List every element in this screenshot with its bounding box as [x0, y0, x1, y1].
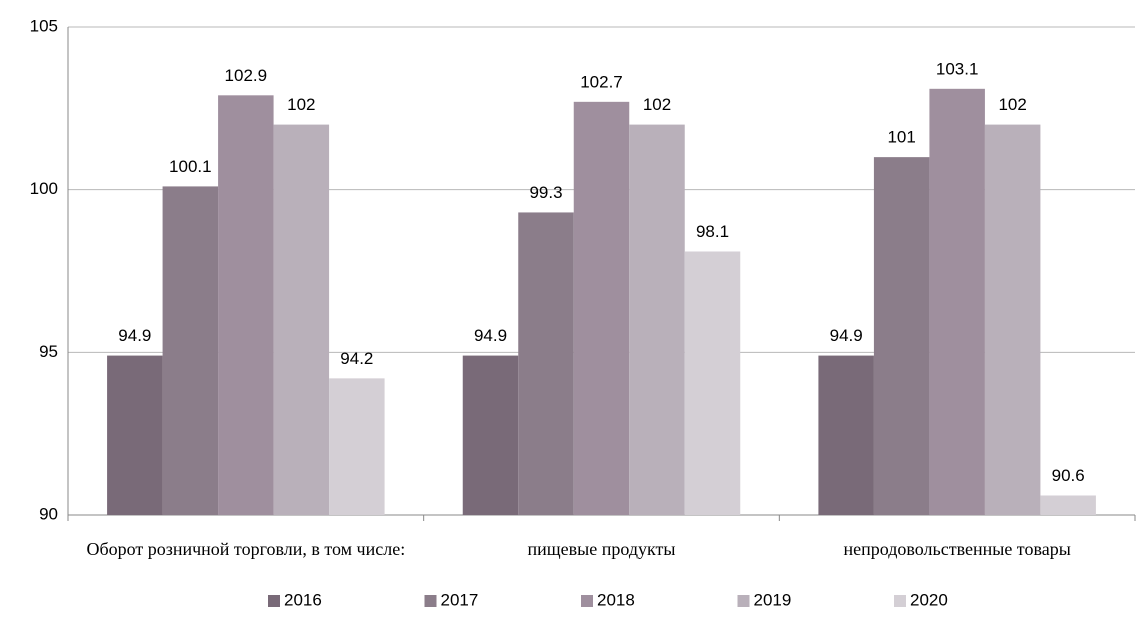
- bar: [107, 355, 163, 515]
- legend-swatch: [737, 595, 750, 607]
- y-tick-label: 100: [30, 179, 58, 198]
- legend-label: 2018: [597, 590, 635, 609]
- x-tick-label: непродовольственные товары: [843, 539, 1071, 559]
- bar: [818, 355, 874, 515]
- bar: [162, 186, 219, 515]
- value-label: 90.6: [1052, 466, 1085, 485]
- bar: [329, 378, 385, 515]
- legend-label: 2020: [910, 590, 948, 609]
- bar: [518, 212, 574, 515]
- bar: [273, 124, 330, 515]
- bar: [629, 124, 685, 515]
- legend-swatch: [894, 595, 906, 607]
- value-label: 102: [287, 95, 315, 114]
- bar: [873, 157, 930, 515]
- y-tick-label: 90: [39, 504, 58, 523]
- value-label: 102.9: [225, 66, 268, 85]
- legend-swatch: [581, 595, 593, 607]
- bar: [573, 101, 630, 516]
- value-label: 100.1: [169, 157, 212, 176]
- legend-swatch: [424, 595, 437, 607]
- legend-label: 2017: [441, 590, 479, 609]
- value-label: 102: [998, 95, 1026, 114]
- bar: [218, 95, 274, 515]
- bar: [984, 124, 1041, 515]
- value-label: 98.1: [696, 222, 729, 241]
- bar: [1040, 495, 1096, 515]
- value-label: 94.9: [830, 326, 863, 345]
- value-label: 103.1: [936, 59, 979, 78]
- value-label: 101: [887, 128, 915, 147]
- y-tick-label: 95: [39, 342, 58, 361]
- value-label: 94.9: [118, 326, 151, 345]
- legend-label: 2016: [284, 590, 322, 609]
- y-tick-label: 105: [30, 16, 58, 35]
- legend-swatch: [268, 595, 280, 607]
- value-label: 102.7: [580, 72, 623, 91]
- bar: [462, 355, 519, 515]
- value-label: 94.2: [340, 349, 373, 368]
- legend-label: 2019: [754, 590, 792, 609]
- value-label: 99.3: [529, 183, 562, 202]
- x-tick-label: Оборот розничной торговли, в том числе:: [86, 539, 406, 559]
- bar: [929, 88, 985, 516]
- x-tick-label: пищевые продукты: [527, 539, 676, 559]
- value-label: 102: [643, 95, 671, 114]
- bar: [684, 251, 741, 516]
- value-label: 94.9: [474, 326, 507, 345]
